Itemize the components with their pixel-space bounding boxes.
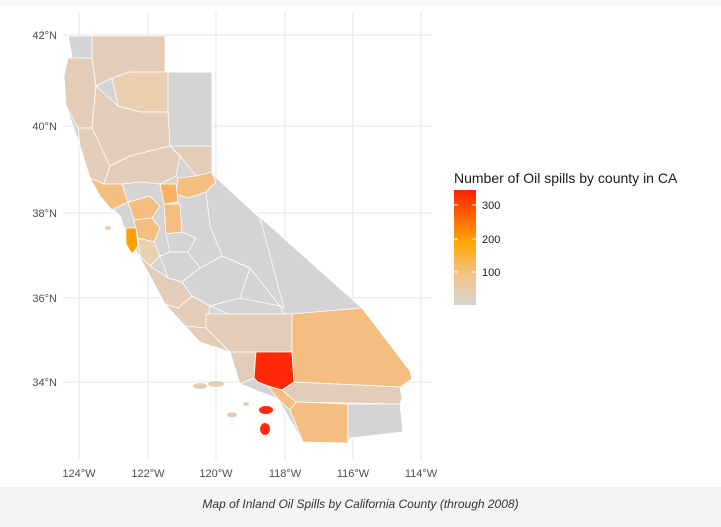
island-catalina <box>259 406 273 414</box>
county-sacramento <box>159 183 179 205</box>
caption-bar: Map of Inland Oil Spills by California C… <box>0 487 721 527</box>
figure-caption: Map of Inland Oil Spills by California C… <box>202 497 519 511</box>
county-shasta <box>111 71 169 113</box>
legend-tick-200: 200 <box>482 234 500 246</box>
y-tick-42: 42°N <box>32 30 57 42</box>
x-axis-labels: 124°W 122°W 120°W 118°W 116°W 114°W <box>62 468 437 480</box>
island-san-clemente <box>260 423 270 435</box>
legend-colorbar <box>454 190 476 305</box>
county-san-diego <box>289 401 349 444</box>
x-tick-124: 124°W <box>62 468 96 480</box>
county-stanislaus <box>165 231 197 253</box>
county-solano <box>127 195 161 221</box>
island-farallon <box>105 226 111 230</box>
county-ventura <box>229 351 257 385</box>
island-santa-barbara <box>243 402 249 406</box>
legend-tick-300: 300 <box>482 200 500 212</box>
y-tick-40: 40°N <box>32 121 57 133</box>
county-tulare <box>208 297 285 315</box>
x-tick-120: 120°W <box>199 468 233 480</box>
x-tick-114: 114°W <box>405 468 438 480</box>
legend-tick-100: 100 <box>482 267 500 279</box>
island-santa-cruz <box>208 381 224 387</box>
island-san-nicolas <box>227 412 237 418</box>
legend: Number of Oil spills by county in CA 300… <box>454 170 678 305</box>
legend-title: Number of Oil spills by county in CA <box>454 170 678 186</box>
y-tick-38: 38°N <box>32 208 57 220</box>
map-figure: 42°N 40°N 38°N 36°N 34°N 124°W 122°W 120… <box>0 6 721 487</box>
county-mono-inyo <box>205 173 285 309</box>
choropleth-map: 42°N 40°N 38°N 36°N 34°N 124°W 122°W 120… <box>32 12 678 480</box>
x-tick-116: 116°W <box>337 468 370 480</box>
x-tick-118: 118°W <box>269 468 302 480</box>
county-san-joaquin <box>163 203 183 235</box>
island-santa-rosa <box>193 383 207 389</box>
x-tick-122: 122°W <box>131 468 165 480</box>
y-axis-labels: 42°N 40°N 38°N 36°N 34°N <box>32 30 57 389</box>
y-tick-34: 34°N <box>32 377 57 389</box>
county-contra-costa <box>133 217 161 243</box>
county-imperial <box>347 403 404 444</box>
y-tick-36: 36°N <box>32 293 57 305</box>
county-san-bernardino <box>291 307 413 388</box>
county-san-francisco-marin <box>125 227 139 255</box>
county-humboldt <box>63 57 97 129</box>
